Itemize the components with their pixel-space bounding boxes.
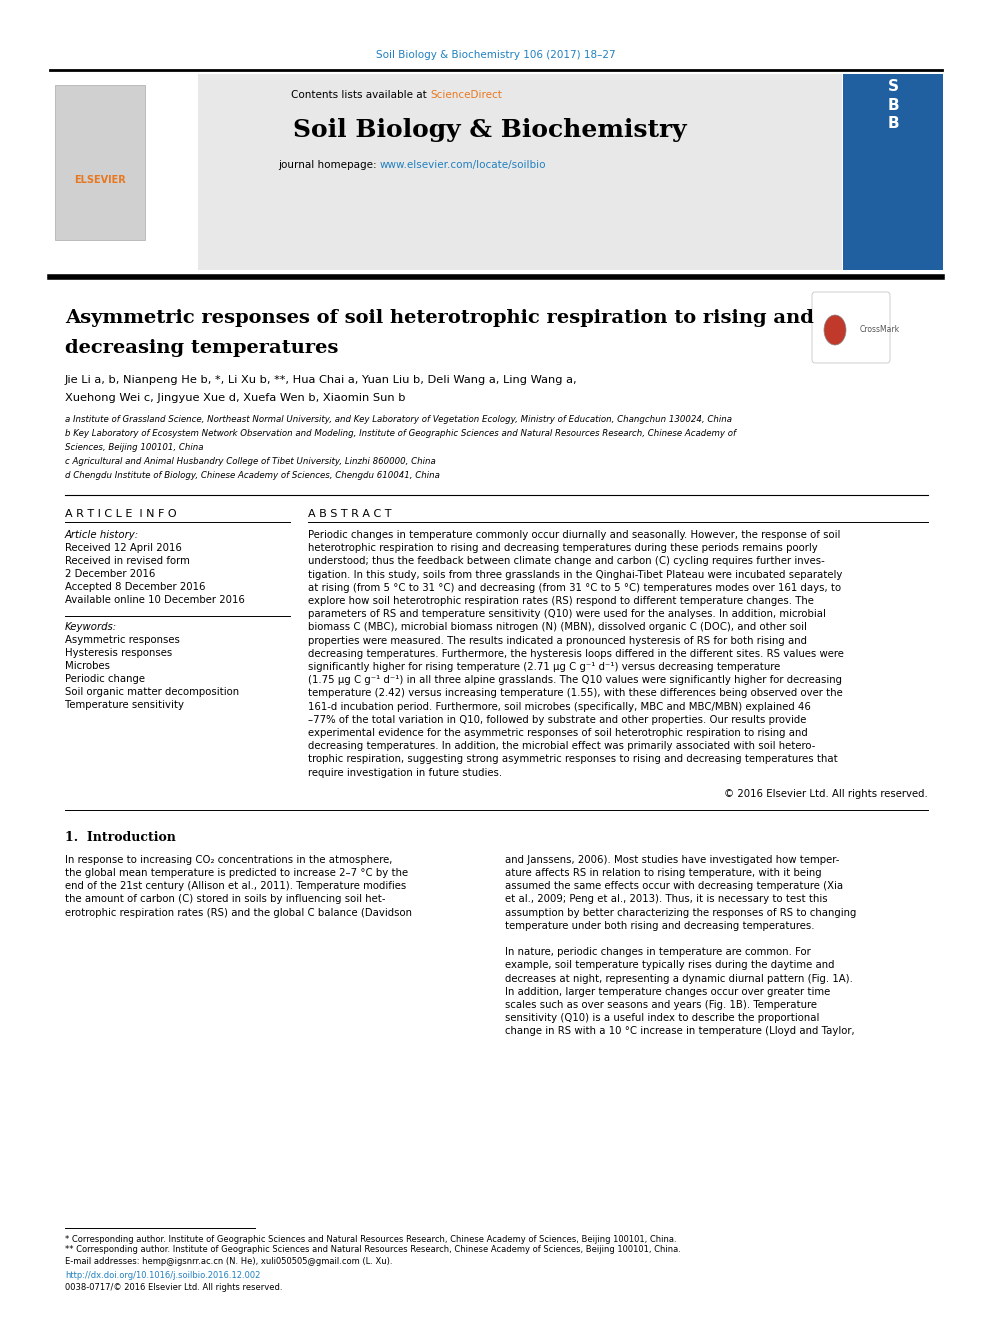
Text: ELSEVIER: ELSEVIER	[74, 175, 126, 185]
Text: * Corresponding author. Institute of Geographic Sciences and Natural Resources R: * Corresponding author. Institute of Geo…	[65, 1234, 677, 1244]
Text: Microbes: Microbes	[65, 662, 110, 671]
Text: decreasing temperatures. Furthermore, the hysteresis loops differed in the diffe: decreasing temperatures. Furthermore, th…	[308, 648, 844, 659]
Text: Keywords:: Keywords:	[65, 622, 117, 632]
Text: CrossMark: CrossMark	[860, 325, 900, 335]
Text: Hysteresis responses: Hysteresis responses	[65, 648, 173, 658]
Text: 2 December 2016: 2 December 2016	[65, 569, 156, 579]
Text: journal homepage:: journal homepage:	[278, 160, 380, 169]
Text: S
B
B: S B B	[887, 79, 899, 131]
Text: temperature (2.42) versus increasing temperature (1.55), with these differences : temperature (2.42) versus increasing tem…	[308, 688, 843, 699]
Text: decreasing temperatures. In addition, the microbial effect was primarily associa: decreasing temperatures. In addition, th…	[308, 741, 815, 751]
Text: www.elsevier.com/locate/soilbio: www.elsevier.com/locate/soilbio	[380, 160, 547, 169]
Text: change in RS with a 10 °C increase in temperature (Lloyd and Taylor,: change in RS with a 10 °C increase in te…	[505, 1027, 855, 1036]
Text: ature affects RS in relation to rising temperature, with it being: ature affects RS in relation to rising t…	[505, 868, 821, 878]
Text: tigation. In this study, soils from three grasslands in the Qinghai-Tibet Platea: tigation. In this study, soils from thre…	[308, 570, 842, 579]
Text: heterotrophic respiration to rising and decreasing temperatures during these per: heterotrophic respiration to rising and …	[308, 544, 817, 553]
Text: parameters of RS and temperature sensitivity (Q10) were used for the analyses. I: parameters of RS and temperature sensiti…	[308, 609, 826, 619]
Text: temperature under both rising and decreasing temperatures.: temperature under both rising and decrea…	[505, 921, 814, 931]
Text: et al., 2009; Peng et al., 2013). Thus, it is necessary to test this: et al., 2009; Peng et al., 2013). Thus, …	[505, 894, 827, 905]
Text: ** Corresponding author. Institute of Geographic Sciences and Natural Resources : ** Corresponding author. Institute of Ge…	[65, 1245, 681, 1254]
Text: Soil Biology & Biochemistry: Soil Biology & Biochemistry	[294, 118, 686, 142]
Text: Xuehong Wei c, Jingyue Xue d, Xuefa Wen b, Xiaomin Sun b: Xuehong Wei c, Jingyue Xue d, Xuefa Wen …	[65, 393, 406, 404]
Text: http://dx.doi.org/10.1016/j.soilbio.2016.12.002: http://dx.doi.org/10.1016/j.soilbio.2016…	[65, 1271, 260, 1281]
Text: significantly higher for rising temperature (2.71 μg C g⁻¹ d⁻¹) versus decreasin: significantly higher for rising temperat…	[308, 662, 781, 672]
Text: properties were measured. The results indicated a pronounced hysteresis of RS fo: properties were measured. The results in…	[308, 635, 807, 646]
Text: Accepted 8 December 2016: Accepted 8 December 2016	[65, 582, 205, 591]
Text: Asymmetric responses: Asymmetric responses	[65, 635, 180, 646]
Text: 1.  Introduction: 1. Introduction	[65, 831, 176, 844]
Text: a Institute of Grassland Science, Northeast Normal University, and Key Laborator: a Institute of Grassland Science, Northe…	[65, 415, 732, 425]
Text: E-mail addresses: hemp@igsnrr.ac.cn (N. He), xuli050505@gmail.com (L. Xu).: E-mail addresses: hemp@igsnrr.ac.cn (N. …	[65, 1257, 393, 1266]
Text: In addition, larger temperature changes occur over greater time: In addition, larger temperature changes …	[505, 987, 830, 996]
Text: 0038-0717/© 2016 Elsevier Ltd. All rights reserved.: 0038-0717/© 2016 Elsevier Ltd. All right…	[65, 1283, 283, 1293]
Text: assumed the same effects occur with decreasing temperature (Xia: assumed the same effects occur with decr…	[505, 881, 843, 892]
Ellipse shape	[824, 315, 846, 345]
Text: explore how soil heterotrophic respiration rates (RS) respond to different tempe: explore how soil heterotrophic respirati…	[308, 595, 813, 606]
Text: Soil organic matter decomposition: Soil organic matter decomposition	[65, 687, 239, 697]
Text: and Janssens, 2006). Most studies have investigated how temper-: and Janssens, 2006). Most studies have i…	[505, 855, 839, 865]
Text: Received in revised form: Received in revised form	[65, 556, 189, 566]
Text: biomass C (MBC), microbial biomass nitrogen (N) (MBN), dissolved organic C (DOC): biomass C (MBC), microbial biomass nitro…	[308, 622, 806, 632]
Text: © 2016 Elsevier Ltd. All rights reserved.: © 2016 Elsevier Ltd. All rights reserved…	[724, 789, 928, 799]
Text: Contents lists available at: Contents lists available at	[291, 90, 430, 101]
Bar	[55, 85, 145, 239]
Text: A B S T R A C T: A B S T R A C T	[308, 509, 392, 519]
Bar	[50, 74, 198, 270]
Text: –77% of the total variation in Q10, followed by substrate and other properties. : –77% of the total variation in Q10, foll…	[308, 714, 806, 725]
Text: example, soil temperature typically rises during the daytime and: example, soil temperature typically rise…	[505, 960, 834, 970]
Text: Available online 10 December 2016: Available online 10 December 2016	[65, 595, 245, 605]
Text: decreasing temperatures: decreasing temperatures	[65, 339, 338, 357]
Text: decreases at night, representing a dynamic diurnal pattern (Fig. 1A).: decreases at night, representing a dynam…	[505, 974, 853, 983]
Bar	[50, 74, 842, 270]
Text: (1.75 μg C g⁻¹ d⁻¹) in all three alpine grasslands. The Q10 values were signific: (1.75 μg C g⁻¹ d⁻¹) in all three alpine …	[308, 675, 842, 685]
Text: A R T I C L E  I N F O: A R T I C L E I N F O	[65, 509, 177, 519]
Text: trophic respiration, suggesting strong asymmetric responses to rising and decrea: trophic respiration, suggesting strong a…	[308, 754, 838, 765]
Text: the amount of carbon (C) stored in soils by influencing soil het-: the amount of carbon (C) stored in soils…	[65, 894, 386, 905]
Text: sensitivity (Q10) is a useful index to describe the proportional: sensitivity (Q10) is a useful index to d…	[505, 1013, 819, 1023]
Text: end of the 21st century (Allison et al., 2011). Temperature modifies: end of the 21st century (Allison et al.,…	[65, 881, 407, 892]
Text: experimental evidence for the asymmetric responses of soil heterotrophic respira: experimental evidence for the asymmetric…	[308, 728, 807, 738]
Text: c Agricultural and Animal Husbandry College of Tibet University, Linzhi 860000, : c Agricultural and Animal Husbandry Coll…	[65, 458, 435, 467]
Text: d Chengdu Institute of Biology, Chinese Academy of Sciences, Chengdu 610041, Chi: d Chengdu Institute of Biology, Chinese …	[65, 471, 439, 480]
Text: assumption by better characterizing the responses of RS to changing: assumption by better characterizing the …	[505, 908, 856, 918]
Text: b Key Laboratory of Ecosystem Network Observation and Modeling, Institute of Geo: b Key Laboratory of Ecosystem Network Ob…	[65, 430, 736, 438]
Text: Asymmetric responses of soil heterotrophic respiration to rising and: Asymmetric responses of soil heterotroph…	[65, 310, 813, 327]
Text: at rising (from 5 °C to 31 °C) and decreasing (from 31 °C to 5 °C) temperatures : at rising (from 5 °C to 31 °C) and decre…	[308, 583, 841, 593]
FancyBboxPatch shape	[812, 292, 890, 363]
Text: scales such as over seasons and years (Fig. 1B). Temperature: scales such as over seasons and years (F…	[505, 1000, 817, 1009]
Text: In response to increasing CO₂ concentrations in the atmosphere,: In response to increasing CO₂ concentrat…	[65, 855, 393, 865]
Text: Article history:: Article history:	[65, 531, 139, 540]
Text: In nature, periodic changes in temperature are common. For: In nature, periodic changes in temperatu…	[505, 947, 810, 958]
Text: Soil Biology & Biochemistry 106 (2017) 18–27: Soil Biology & Biochemistry 106 (2017) 1…	[376, 50, 616, 60]
Text: Jie Li a, b, Nianpeng He b, *, Li Xu b, **, Hua Chai a, Yuan Liu b, Deli Wang a,: Jie Li a, b, Nianpeng He b, *, Li Xu b, …	[65, 374, 577, 385]
Text: ScienceDirect: ScienceDirect	[430, 90, 502, 101]
Bar	[843, 74, 943, 270]
Text: Sciences, Beijing 100101, China: Sciences, Beijing 100101, China	[65, 443, 203, 452]
Text: the global mean temperature is predicted to increase 2–7 °C by the: the global mean temperature is predicted…	[65, 868, 408, 878]
Text: Temperature sensitivity: Temperature sensitivity	[65, 700, 184, 710]
Text: 161-d incubation period. Furthermore, soil microbes (specifically, MBC and MBC/M: 161-d incubation period. Furthermore, so…	[308, 701, 810, 712]
Text: understood; thus the feedback between climate change and carbon (C) cycling requ: understood; thus the feedback between cl…	[308, 557, 824, 566]
Text: erotrophic respiration rates (RS) and the global C balance (Davidson: erotrophic respiration rates (RS) and th…	[65, 908, 412, 918]
Text: Periodic change: Periodic change	[65, 673, 145, 684]
Text: require investigation in future studies.: require investigation in future studies.	[308, 767, 502, 778]
Text: Periodic changes in temperature commonly occur diurnally and seasonally. However: Periodic changes in temperature commonly…	[308, 531, 840, 540]
Text: Received 12 April 2016: Received 12 April 2016	[65, 542, 182, 553]
